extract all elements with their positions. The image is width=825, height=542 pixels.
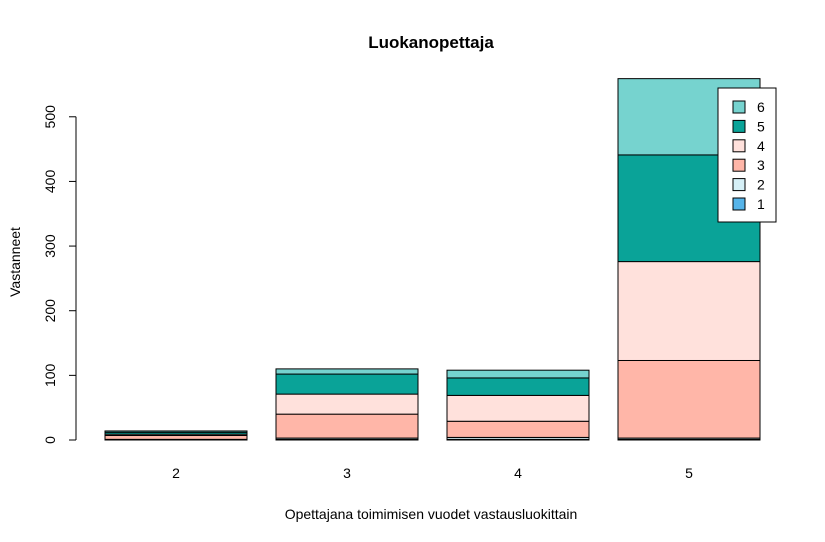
- bar-segment-3-5: [275, 373, 419, 395]
- y-tick-label: 100: [42, 363, 58, 387]
- bar-segment-4-6: [446, 369, 590, 379]
- bar-segment-3-3: [275, 413, 419, 439]
- bars: [104, 78, 761, 441]
- bar-segment-4-5: [446, 377, 590, 396]
- bar-segment-5-3: [617, 359, 761, 439]
- y-tick-label: 500: [42, 105, 58, 129]
- bar-segment-2-3: [104, 434, 248, 440]
- x-tick-label: 3: [343, 465, 351, 481]
- legend-swatch-6: [732, 100, 746, 114]
- bar-segment-3-4: [275, 393, 419, 415]
- bar-segment-4-3: [446, 420, 590, 438]
- legend-label-5: 5: [757, 118, 765, 134]
- bar-segment-4-4: [446, 394, 590, 422]
- bar-segment-3-6: [275, 368, 419, 375]
- y-tick-label: 200: [42, 299, 58, 323]
- legend-box: [717, 87, 777, 223]
- legend-swatch-4: [732, 139, 746, 153]
- y-tick-label: 400: [42, 170, 58, 194]
- y-axis-label: Vastanneet: [7, 227, 23, 297]
- x-axis: 2 3 4 5: [172, 465, 693, 481]
- legend: 6 5 4 3 2 1: [717, 87, 777, 223]
- legend-label-4: 4: [757, 138, 765, 154]
- legend-label-6: 6: [757, 99, 765, 115]
- legend-swatch-5: [732, 119, 746, 133]
- legend-label-1: 1: [757, 196, 765, 212]
- y-tick-label: 0: [42, 436, 58, 444]
- bar-segment-5-4: [617, 261, 761, 361]
- x-axis-label: Opettajana toimimisen vuodet vastausluok…: [285, 506, 578, 522]
- legend-swatch-2: [732, 178, 746, 192]
- y-tick-label: 300: [42, 234, 58, 258]
- legend-label-2: 2: [757, 177, 765, 193]
- y-axis: 0 100 200 300 400 500: [42, 105, 77, 444]
- legend-swatch-3: [732, 158, 746, 172]
- chart-title: Luokanopettaja: [368, 33, 494, 52]
- x-tick-label: 5: [685, 465, 693, 481]
- bar-segment-2-6: [104, 430, 248, 433]
- legend-label-3: 3: [757, 157, 765, 173]
- x-tick-label: 2: [172, 465, 180, 481]
- legend-swatch-1: [732, 197, 746, 211]
- x-tick-label: 4: [514, 465, 522, 481]
